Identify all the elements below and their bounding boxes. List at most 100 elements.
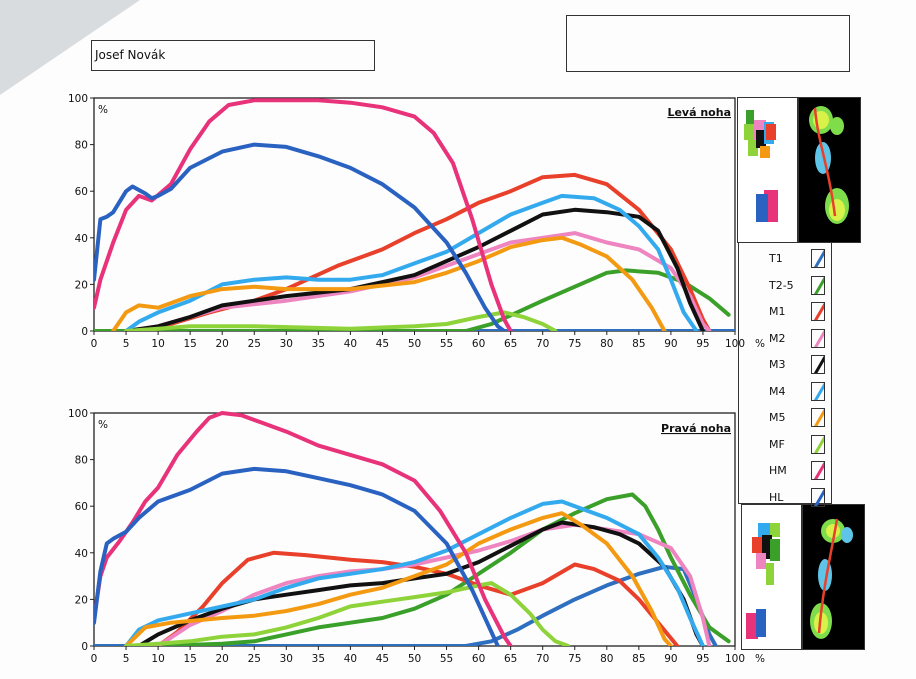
x-tick-label: 15 — [183, 338, 196, 350]
legend-swatch — [811, 249, 825, 268]
x-tick-label: 85 — [632, 653, 645, 665]
legend-item-m1: M1 — [739, 300, 829, 326]
x-tick-label: 50 — [408, 338, 421, 350]
x-tick-label: 35 — [312, 653, 325, 665]
series-line-m5 — [111, 235, 667, 331]
right-foot-pressure-map — [802, 504, 865, 650]
x-tick-label: 90 — [664, 653, 677, 665]
x-tick-label: 65 — [504, 653, 517, 665]
x-tick-label: 40 — [344, 653, 357, 665]
chart-right-foot: 0 20 40 60 80 100 0 5 10 15 20 25 30 35 40 45 50 55 60 65 70… — [68, 408, 765, 665]
x-tick-label: 5 — [123, 338, 130, 350]
y-tick-label: 100 — [68, 408, 88, 420]
legend-item-hm: HM — [739, 459, 829, 485]
x-tick-label: 80 — [600, 338, 613, 350]
legend-swatch — [811, 381, 825, 401]
series-line-hl — [94, 466, 500, 646]
legend: T1 T2-5 M1 M2 M3 M4 M5 MF HM HL — [738, 243, 832, 507]
y-tick-label: 0 — [81, 641, 88, 653]
y-tick-label: 40 — [75, 548, 88, 560]
chart-title: Levá noha — [667, 106, 731, 119]
x-tick-label: 25 — [248, 653, 261, 665]
chart-title: Pravá noha — [661, 422, 731, 435]
blank-header-field[interactable] — [566, 15, 850, 72]
x-tick-label: 30 — [280, 653, 293, 665]
y-tick-label: 40 — [75, 233, 88, 245]
chart-left-foot: 0 20 40 60 80 100 0 5 10 15 20 25 30 35 40 45 50 55 60 65 70… — [68, 93, 765, 350]
legend-item-hl: HL — [739, 486, 829, 512]
x-tick-label: 20 — [216, 338, 229, 350]
series-line-m3 — [124, 207, 705, 331]
right-foot-zone-map — [741, 504, 802, 650]
legend-label: M3 — [769, 358, 786, 371]
legend-swatch — [811, 434, 825, 454]
x-tick-label: 85 — [632, 338, 645, 350]
series-line-mf — [124, 310, 558, 331]
x-tick-label: 20 — [216, 653, 229, 665]
x-tick-label: 0 — [91, 653, 98, 665]
legend-item-mf: MF — [739, 433, 829, 459]
x-tick-label: 5 — [123, 653, 130, 665]
series-line-mf — [124, 581, 571, 646]
legend-swatch — [811, 328, 825, 348]
patient-name-field[interactable]: Josef Novák — [91, 40, 375, 71]
y-tick-label: 80 — [75, 455, 88, 467]
x-tick-label: 10 — [151, 653, 164, 665]
x-tick-label: 40 — [344, 338, 357, 350]
y-tick-label: 20 — [75, 594, 88, 606]
x-tick-label: 30 — [280, 338, 293, 350]
legend-item-m2: M2 — [739, 327, 829, 353]
legend-label: T2-5 — [769, 278, 794, 292]
x-axis-label: % — [755, 653, 765, 665]
x-tick-label: 55 — [440, 653, 453, 665]
x-tick-label: 80 — [600, 653, 613, 665]
legend-swatch — [811, 487, 825, 507]
x-tick-label: 65 — [504, 338, 517, 350]
x-tick-label: 0 — [91, 338, 98, 350]
series-line-hl — [94, 142, 507, 331]
plot-frame — [93, 412, 736, 647]
x-tick-label: 15 — [183, 653, 196, 665]
x-tick-label: 50 — [408, 653, 421, 665]
y-tick-label: 100 — [68, 93, 88, 105]
y-tick-label: 60 — [75, 501, 88, 513]
x-tick-label: 90 — [664, 338, 677, 350]
legend-label: HM — [769, 464, 787, 477]
x-tick-label: 25 — [248, 338, 261, 350]
legend-item-m4: M4 — [739, 380, 829, 406]
legend-swatch — [811, 355, 825, 374]
x-tick-label: 55 — [440, 338, 453, 350]
legend-item-m3: M3 — [739, 353, 829, 379]
x-tick-label: 95 — [696, 653, 709, 665]
y-tick-label: 20 — [75, 279, 88, 291]
x-tick-label: 45 — [376, 338, 389, 350]
y-tick-label: 80 — [75, 140, 88, 152]
series-line-m4 — [124, 499, 705, 646]
x-tick-label: 60 — [472, 653, 485, 665]
legend-label: MF — [769, 437, 785, 451]
legend-label: M5 — [769, 411, 786, 424]
left-foot-pressure-map — [798, 97, 861, 243]
x-tick-label: 100 — [725, 338, 745, 350]
x-tick-label: 70 — [536, 653, 549, 665]
legend-label: M1 — [769, 305, 786, 318]
series-line-hm — [94, 98, 513, 331]
x-axis-label: % — [755, 338, 765, 350]
legend-swatch — [811, 302, 825, 321]
legend-item-t1: T1 — [739, 247, 829, 273]
y-axis-label: % — [98, 419, 108, 431]
series-line-m1 — [156, 550, 680, 646]
x-tick-label: 75 — [568, 653, 581, 665]
legend-label: T1 — [769, 252, 783, 265]
legend-label: M2 — [769, 331, 786, 345]
legend-swatch — [811, 408, 825, 427]
y-tick-label: 0 — [81, 326, 88, 338]
x-tick-label: 35 — [312, 338, 325, 350]
x-tick-label: 60 — [472, 338, 485, 350]
legend-item-t2-5: T2-5 — [739, 274, 829, 300]
y-tick-label: 60 — [75, 186, 88, 198]
x-tick-label: 100 — [725, 653, 745, 665]
legend-label: HL — [769, 490, 784, 504]
x-tick-label: 10 — [151, 338, 164, 350]
